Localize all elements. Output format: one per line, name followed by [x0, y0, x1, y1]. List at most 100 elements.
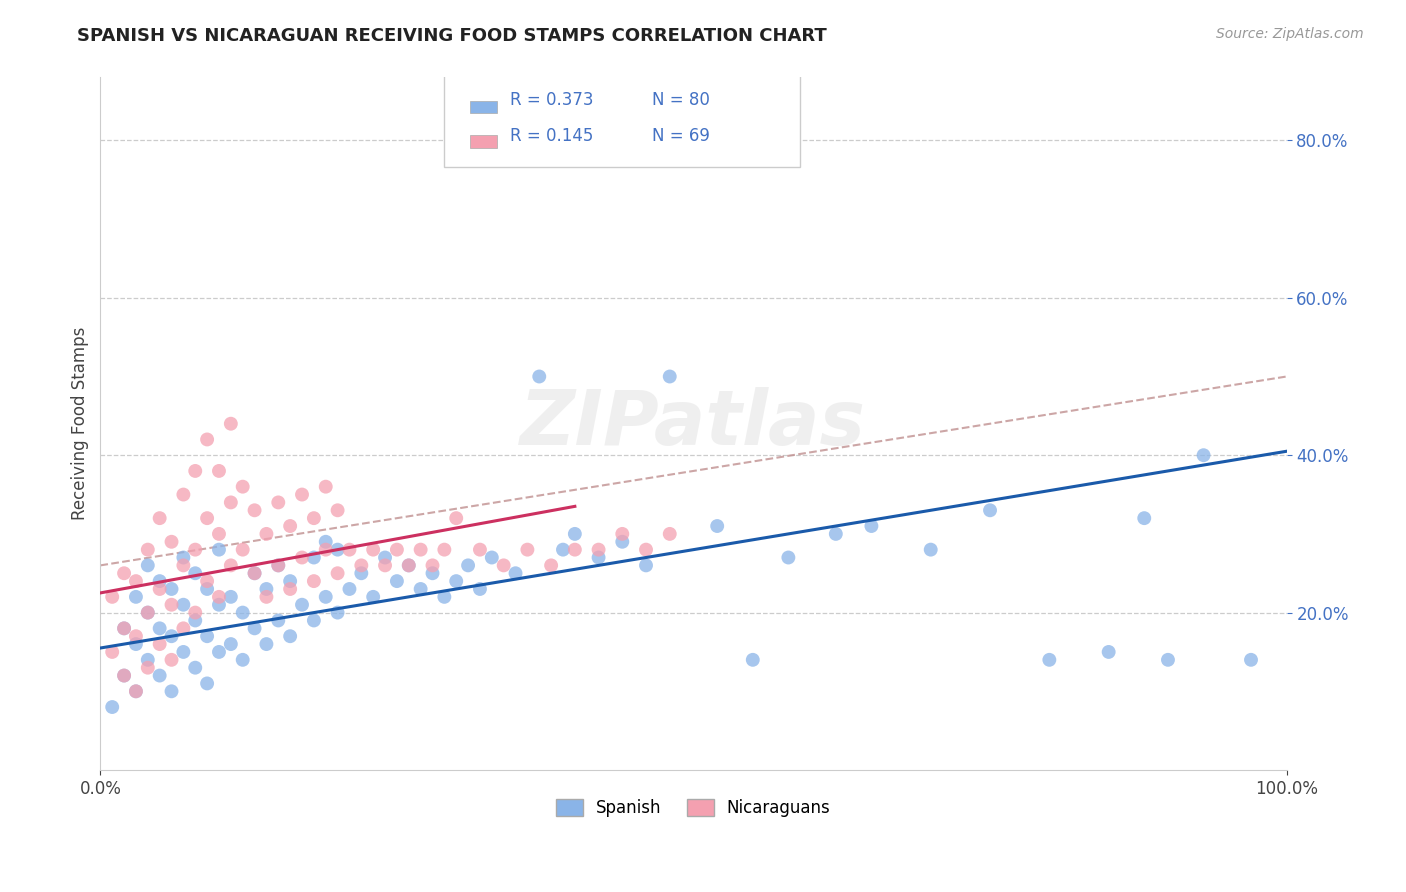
- Point: [374, 550, 396, 565]
- Point: [468, 582, 491, 596]
- Point: [551, 542, 574, 557]
- Point: [184, 614, 207, 628]
- Point: [160, 629, 183, 643]
- Point: [232, 542, 254, 557]
- Point: [278, 574, 301, 588]
- Point: [219, 558, 242, 573]
- Point: [254, 582, 277, 596]
- Point: [243, 566, 266, 581]
- Point: [267, 495, 290, 509]
- Point: [398, 558, 420, 573]
- Point: [278, 519, 301, 533]
- Point: [184, 542, 207, 557]
- Point: [112, 621, 135, 635]
- Point: [254, 527, 277, 541]
- Point: [564, 542, 586, 557]
- Point: [564, 527, 586, 541]
- Point: [588, 542, 610, 557]
- Point: [208, 645, 231, 659]
- Point: [243, 621, 266, 635]
- Point: [160, 653, 183, 667]
- Point: [1133, 511, 1156, 525]
- Point: [136, 653, 159, 667]
- Point: [326, 566, 349, 581]
- Point: [350, 566, 373, 581]
- Point: [219, 417, 242, 431]
- Point: [706, 519, 728, 533]
- Text: R = 0.145: R = 0.145: [509, 128, 593, 145]
- Point: [409, 542, 432, 557]
- Point: [920, 542, 942, 557]
- Point: [195, 433, 218, 447]
- Point: [1098, 645, 1121, 659]
- FancyBboxPatch shape: [444, 70, 800, 168]
- Legend: Spanish, Nicaraguans: Spanish, Nicaraguans: [550, 792, 837, 824]
- Point: [433, 590, 456, 604]
- Point: [278, 582, 301, 596]
- Point: [208, 598, 231, 612]
- Point: [468, 542, 491, 557]
- Point: [385, 574, 408, 588]
- Point: [339, 582, 361, 596]
- Point: [492, 558, 515, 573]
- Point: [125, 590, 148, 604]
- Point: [361, 542, 384, 557]
- Point: [172, 598, 194, 612]
- Point: [326, 542, 349, 557]
- Text: ZIPatlas: ZIPatlas: [520, 387, 866, 461]
- Point: [149, 621, 172, 635]
- Text: R = 0.373: R = 0.373: [509, 91, 593, 110]
- Point: [658, 369, 681, 384]
- Point: [232, 653, 254, 667]
- Point: [444, 574, 467, 588]
- Point: [136, 542, 159, 557]
- Point: [302, 574, 325, 588]
- Point: [529, 369, 551, 384]
- Point: [267, 558, 290, 573]
- Point: [149, 511, 172, 525]
- Point: [195, 574, 218, 588]
- Text: N = 80: N = 80: [652, 91, 710, 110]
- Point: [612, 534, 634, 549]
- Point: [136, 606, 159, 620]
- Point: [208, 590, 231, 604]
- Point: [481, 550, 503, 565]
- Point: [172, 645, 194, 659]
- Point: [291, 487, 314, 501]
- Point: [267, 558, 290, 573]
- Point: [125, 684, 148, 698]
- Text: SPANISH VS NICARAGUAN RECEIVING FOOD STAMPS CORRELATION CHART: SPANISH VS NICARAGUAN RECEIVING FOOD STA…: [77, 27, 827, 45]
- Point: [172, 550, 194, 565]
- FancyBboxPatch shape: [471, 135, 496, 148]
- Point: [219, 637, 242, 651]
- Point: [588, 550, 610, 565]
- Point: [195, 511, 218, 525]
- Point: [540, 558, 562, 573]
- Point: [254, 637, 277, 651]
- Point: [136, 558, 159, 573]
- Point: [160, 534, 183, 549]
- Point: [979, 503, 1001, 517]
- Point: [160, 582, 183, 596]
- Point: [243, 566, 266, 581]
- Point: [195, 676, 218, 690]
- Point: [326, 503, 349, 517]
- Point: [291, 550, 314, 565]
- Point: [112, 668, 135, 682]
- Point: [136, 661, 159, 675]
- Point: [136, 606, 159, 620]
- Point: [267, 614, 290, 628]
- Point: [409, 582, 432, 596]
- Point: [149, 574, 172, 588]
- Point: [184, 464, 207, 478]
- Point: [778, 550, 800, 565]
- Point: [101, 700, 124, 714]
- Point: [315, 590, 337, 604]
- Point: [149, 582, 172, 596]
- Point: [125, 637, 148, 651]
- Point: [433, 542, 456, 557]
- Text: N = 69: N = 69: [652, 128, 710, 145]
- Point: [278, 629, 301, 643]
- Point: [184, 566, 207, 581]
- Point: [232, 480, 254, 494]
